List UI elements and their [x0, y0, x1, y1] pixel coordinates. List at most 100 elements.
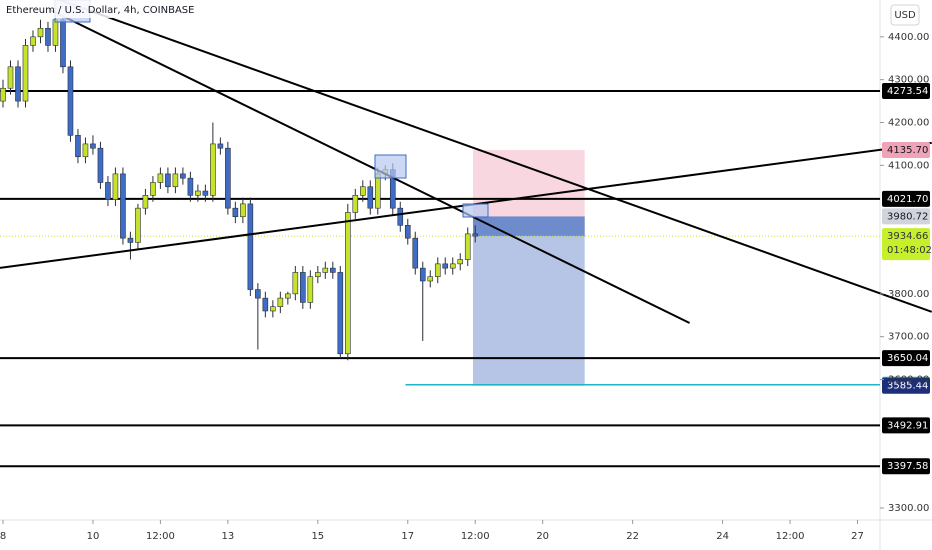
- candle-body: [97, 147, 104, 183]
- x-tick-label: 13: [222, 531, 235, 542]
- candle-body: [105, 182, 111, 200]
- level-label: 3650.04: [887, 353, 928, 364]
- x-tick-label: 17: [401, 531, 414, 542]
- x-tick-label: 22: [626, 531, 639, 542]
- candle-body: [434, 263, 441, 278]
- candle-body: [67, 66, 74, 136]
- stop-label: 3585.44: [887, 381, 928, 392]
- candle-body: [0, 87, 6, 102]
- candle-body: [112, 173, 119, 200]
- target-tag: [882, 142, 930, 159]
- stop-tag: [882, 377, 930, 394]
- entry-band: [472, 216, 585, 237]
- candle-body: [464, 233, 471, 260]
- candle-body: [172, 173, 179, 188]
- candle-body: [37, 27, 44, 38]
- entry-tag: [882, 208, 930, 225]
- x-tick-label: 15: [311, 531, 324, 542]
- last-price-tag: [882, 228, 930, 261]
- y-tick-label: 3600.00: [888, 375, 929, 386]
- x-tick-label: 12:00: [461, 531, 490, 542]
- candle-body: [352, 195, 359, 213]
- chart-title: Ethereum / U.S. Dollar, 4h, COINBASE: [6, 5, 194, 16]
- level-tag: [882, 190, 930, 207]
- x-tick-label: 12:00: [146, 531, 175, 542]
- candle-body: [300, 272, 306, 303]
- candle-body: [30, 36, 36, 46]
- candle-body: [285, 293, 291, 299]
- candle-body: [307, 276, 314, 303]
- y-tick-label: 4100.00: [888, 160, 929, 171]
- candle-body: [195, 190, 201, 196]
- candle-body: [255, 289, 261, 299]
- candle-body: [120, 173, 126, 239]
- candle-body: [90, 143, 96, 149]
- candle-body: [292, 272, 299, 295]
- title-background: [0, 0, 240, 18]
- y-tick-label: 4200.00: [888, 118, 929, 129]
- candle-body: [449, 263, 456, 269]
- candle-body: [202, 190, 209, 196]
- candle-body: [22, 45, 29, 102]
- candle-body: [412, 237, 419, 269]
- level-label: 4273.54: [887, 86, 928, 97]
- candle-body: [345, 212, 351, 355]
- level-label: 3397.58: [887, 461, 928, 472]
- candle-body: [52, 19, 59, 46]
- level-tag: [882, 350, 930, 367]
- level-tag: [882, 458, 930, 475]
- candle-body: [75, 135, 81, 158]
- x-tick-label: 10: [87, 531, 100, 542]
- candle-body: [315, 272, 321, 278]
- candle-body: [397, 207, 404, 226]
- candle-body: [210, 143, 216, 196]
- level-tag: [882, 83, 930, 100]
- candle-body: [427, 276, 434, 282]
- countdown-label: 01:48:02: [887, 245, 932, 256]
- candle-body: [262, 297, 269, 312]
- x-tick-label: 8: [0, 531, 6, 542]
- level-label: 3492.91: [887, 420, 928, 431]
- candle-body: [330, 267, 336, 273]
- candle-body: [374, 173, 381, 209]
- candle-body: [404, 225, 411, 239]
- y-tick-label: 4300.00: [888, 75, 929, 86]
- x-tick-label: 12:00: [776, 531, 805, 542]
- trend-line: [49, 8, 691, 324]
- profit-zone: [472, 150, 585, 217]
- candle-body: [359, 186, 366, 196]
- annotation-box: [462, 203, 489, 218]
- y-tick-label: 3800.00: [888, 289, 929, 300]
- candle-body: [442, 263, 449, 269]
- y-tick-label: 3300.00: [888, 503, 929, 514]
- candle-body: [472, 233, 479, 237]
- x-tick-label: 20: [536, 531, 549, 542]
- candle-body: [232, 207, 239, 218]
- currency-button[interactable]: [890, 4, 920, 26]
- y-tick-label: 3700.00: [888, 332, 929, 343]
- candle-body: [270, 306, 276, 312]
- candle-body: [150, 182, 156, 196]
- candle-body: [180, 173, 186, 179]
- candle-body: [367, 186, 374, 209]
- candle-body: [217, 143, 224, 149]
- candle-body: [142, 195, 149, 209]
- target-label: 4135.70: [887, 145, 928, 156]
- y-tick-label: 4400.00: [888, 32, 929, 43]
- candle-body: [45, 27, 51, 46]
- candle-body: [457, 259, 464, 265]
- level-label: 4021.70: [887, 194, 928, 205]
- candle-body: [135, 207, 141, 243]
- loss-zone: [472, 216, 585, 386]
- candle-body: [165, 173, 171, 188]
- trend-line: [59, 0, 932, 313]
- price-tags: 4273.54 4021.70 3650.04 3492.91 3397.58 4135.…: [882, 83, 932, 475]
- currency-label[interactable]: USD: [894, 10, 916, 21]
- candle-body: [15, 66, 21, 102]
- candle-body: [419, 267, 426, 282]
- x-tick-label: 24: [716, 531, 729, 542]
- candle-body: [240, 203, 246, 218]
- plot-area: [0, 0, 932, 468]
- candle-body: [247, 203, 254, 290]
